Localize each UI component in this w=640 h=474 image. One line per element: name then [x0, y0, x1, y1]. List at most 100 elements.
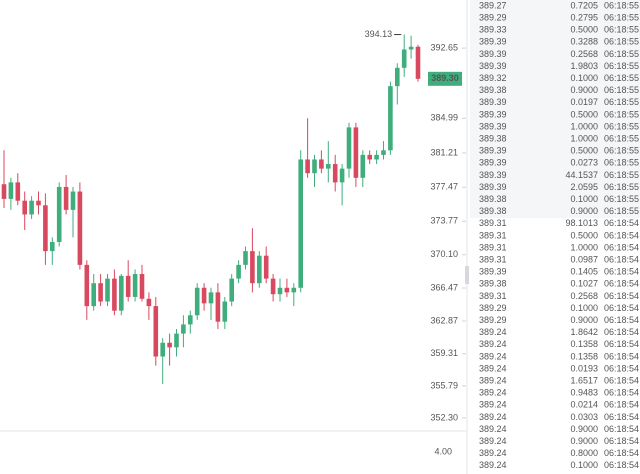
recent-rows-bg	[470, 0, 640, 218]
candle-body	[250, 251, 255, 284]
candle-body	[132, 274, 138, 297]
trade-price: 389.24	[479, 327, 507, 337]
trade-time: 06:18:54	[604, 267, 639, 277]
candle-body	[360, 154, 366, 178]
trade-price: 389.31	[479, 254, 507, 264]
candles: 392.65 384.99 381.21 377.47 373.77 370.10 366.…	[1, 29, 466, 456]
candle-body	[312, 159, 317, 174]
trade-price: 389.27	[479, 0, 507, 10]
candle-body	[215, 292, 221, 322]
trade-qty: 0.9000	[570, 206, 598, 216]
candle-body	[112, 278, 117, 311]
candle-body	[401, 49, 407, 68]
trade-time: 06:18:55	[604, 37, 639, 47]
trade-time: 06:18:55	[604, 97, 639, 107]
trade-qty: 98.1013	[565, 218, 598, 228]
trade-time: 06:18:54	[604, 400, 639, 410]
trade-price: 389.38	[479, 279, 507, 289]
y-tick-label: 381.21	[430, 147, 458, 157]
trade-qty: 0.9000	[570, 424, 598, 434]
trade-time: 06:18:55	[604, 61, 639, 71]
y-tick-label: 366.47	[430, 282, 458, 292]
trade-qty: 0.2795	[570, 12, 598, 22]
trade-price: 389.39	[479, 109, 507, 119]
y-tick-label: 373.77	[430, 216, 458, 226]
candle-body	[139, 274, 145, 299]
trade-price: 389.39	[479, 61, 507, 71]
candle-body	[305, 159, 310, 174]
trade-time: 06:18:54	[604, 291, 639, 301]
trade-time: 06:18:55	[604, 85, 639, 95]
trade-time: 06:18:54	[604, 388, 639, 398]
candle-body	[381, 150, 386, 155]
trade-time: 06:18:54	[604, 412, 639, 422]
trade-qty: 0.0303	[570, 412, 598, 422]
trade-price: 389.32	[479, 73, 507, 83]
candle-body	[56, 186, 62, 242]
trade-qty: 0.1027	[570, 279, 598, 289]
candle-body	[353, 127, 359, 178]
trade-qty: 2.0595	[570, 182, 598, 192]
trade-time: 06:18:55	[604, 25, 639, 35]
trade-price: 389.24	[479, 400, 507, 410]
candle-body	[243, 251, 248, 265]
candle-body	[15, 182, 21, 201]
candle-body	[50, 241, 55, 252]
trade-price: 389.24	[479, 424, 507, 434]
trade-price: 389.31	[479, 291, 507, 301]
candle-body	[181, 324, 186, 334]
trade-price: 389.24	[479, 388, 507, 398]
candle-body	[263, 255, 269, 279]
max-label: 394.13	[365, 29, 393, 39]
candle-body	[319, 159, 324, 169]
trade-qty: 0.1000	[570, 73, 598, 83]
trade-qty: 0.5000	[570, 109, 598, 119]
candle-body	[174, 333, 179, 348]
candle-body	[257, 255, 262, 284]
candle-body	[332, 164, 338, 183]
trade-qty: 0.1000	[570, 303, 598, 313]
candle-body	[105, 278, 110, 302]
candle-body	[395, 67, 400, 87]
trade-price: 389.39	[479, 37, 507, 47]
y-tick-label: 384.99	[430, 113, 458, 123]
trade-time: 06:18:55	[604, 158, 639, 168]
trade-qty: 0.9000	[570, 315, 598, 325]
y-tick-label: 359.31	[430, 348, 458, 358]
candle-body	[415, 46, 421, 79]
trade-time: 06:18:55	[604, 73, 639, 83]
y-tick-label: 352.30	[430, 412, 458, 422]
trade-qty: 1.0000	[570, 121, 598, 131]
trade-price: 389.33	[479, 25, 507, 35]
candle-body	[388, 86, 393, 151]
trade-price: 389.24	[479, 412, 507, 422]
trade-time: 06:18:55	[604, 170, 639, 180]
trade-price: 389.24	[479, 460, 507, 470]
candle-body	[277, 287, 283, 295]
trade-time: 06:18:55	[604, 206, 639, 216]
trade-qty: 0.0197	[570, 97, 598, 107]
trade-price: 389.39	[479, 49, 507, 59]
candle-body	[194, 287, 200, 316]
trade-qty: 0.9000	[570, 436, 598, 446]
trade-price: 389.38	[479, 85, 507, 95]
candle-body	[91, 283, 96, 307]
candle-body	[188, 315, 193, 325]
trade-price: 389.31	[479, 218, 507, 228]
trade-price: 389.39	[479, 182, 507, 192]
y-tick-label: 392.65	[430, 42, 458, 52]
trade-price: 389.24	[479, 448, 507, 458]
y-tick-label: 355.79	[430, 380, 458, 390]
resize-handle[interactable]	[465, 266, 469, 284]
trade-qty: 0.1358	[570, 351, 598, 361]
trade-time: 06:18:54	[604, 303, 639, 313]
candle-body	[236, 264, 241, 279]
trade-price: 389.29	[479, 315, 507, 325]
candle-body	[298, 159, 303, 288]
candle-body	[8, 182, 14, 199]
trade-price: 389.29	[479, 303, 507, 313]
trade-qty: 0.5000	[570, 146, 598, 156]
last-price-label: 389.30	[431, 73, 459, 83]
trade-time: 06:18:55	[604, 121, 639, 131]
